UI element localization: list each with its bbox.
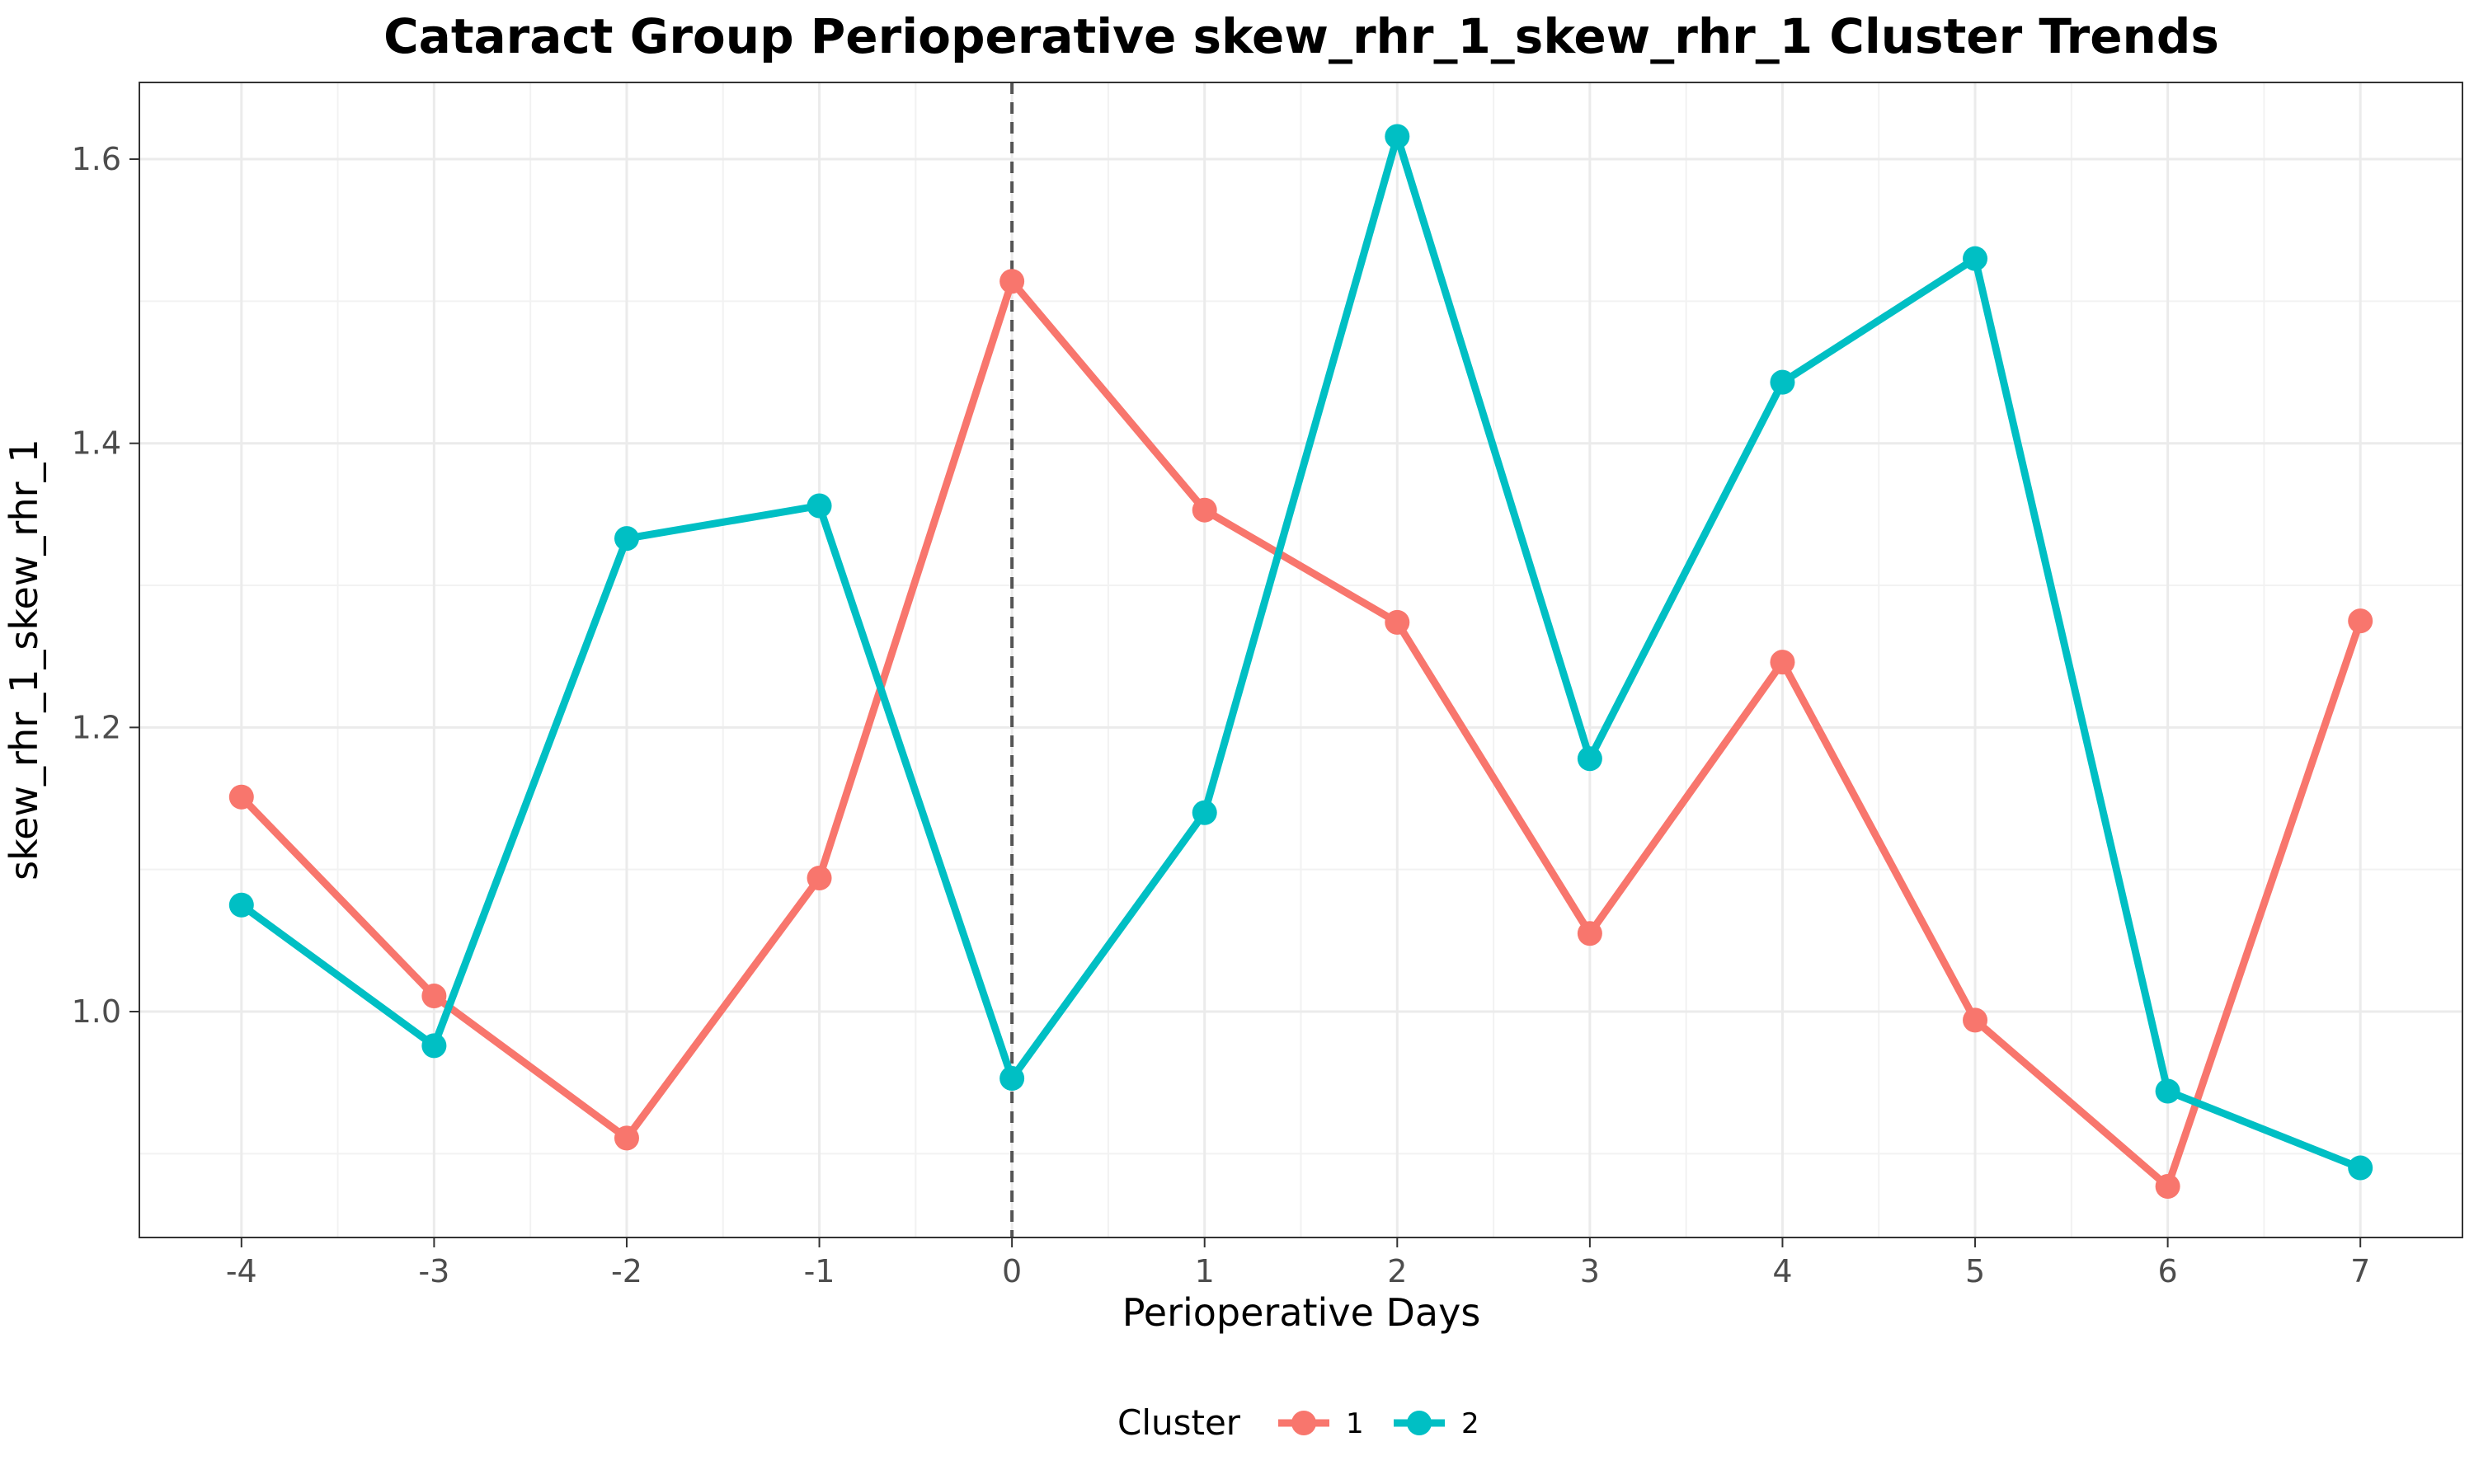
y-tick-label: 1.0 bbox=[72, 993, 121, 1030]
series-1-point bbox=[1577, 921, 1602, 946]
series-2-point bbox=[1770, 369, 1795, 395]
x-tick-label: 7 bbox=[2350, 1253, 2370, 1289]
y-axis-title: skew_rhr_1_skew_rhr_1 bbox=[2, 439, 46, 881]
series-1-line bbox=[238, 277, 2364, 1190]
x-tick-label: 0 bbox=[1002, 1253, 1022, 1289]
series-1-point bbox=[228, 784, 254, 810]
series-2-point bbox=[1963, 246, 1988, 271]
x-tick-label: 1 bbox=[1195, 1253, 1215, 1289]
series-2-point bbox=[614, 526, 639, 552]
x-tick-label: 4 bbox=[1772, 1253, 1792, 1289]
x-axis-title: Perioperative Days bbox=[1122, 1290, 1481, 1335]
x-tick-label: 6 bbox=[2158, 1253, 2178, 1289]
x-tick-label: -3 bbox=[418, 1253, 449, 1289]
series-2-point bbox=[999, 1065, 1025, 1091]
series-2-point bbox=[1577, 746, 1602, 772]
x-tick-label: 3 bbox=[1580, 1253, 1600, 1289]
series-2-point bbox=[2155, 1078, 2180, 1104]
x-tick-label: -1 bbox=[804, 1253, 835, 1289]
y-tick-label: 1.2 bbox=[72, 709, 121, 745]
plot-border bbox=[139, 82, 2463, 1238]
series-2-line bbox=[239, 133, 2362, 1172]
series-1-point bbox=[1192, 497, 1217, 523]
x-tick-label: 5 bbox=[1965, 1253, 1985, 1289]
series-1-point bbox=[614, 1125, 639, 1151]
series-1-point bbox=[999, 269, 1025, 294]
series-2-point bbox=[1385, 124, 1410, 149]
series-layer bbox=[228, 124, 2373, 1199]
x-tick-label: -2 bbox=[611, 1253, 642, 1289]
series-1-point bbox=[421, 984, 447, 1009]
y-tick-label: 1.4 bbox=[72, 425, 121, 462]
series-1-point bbox=[1770, 650, 1795, 675]
series-1-point bbox=[807, 866, 832, 891]
series-2-point bbox=[421, 1033, 447, 1059]
chart-title: Cataract Group Perioperative skew_rhr_1_… bbox=[383, 8, 2219, 64]
axis-layer: -4 -3 -2 -1 0 1 2 3 4 5 6 7 1.0 1.2 1.4 1.6 bbox=[72, 141, 2371, 1289]
series-1-point bbox=[1385, 609, 1410, 635]
legend-label-1: 1 bbox=[1346, 1407, 1364, 1440]
legend-label-2: 2 bbox=[1461, 1407, 1479, 1440]
series-2-point bbox=[228, 892, 254, 918]
legend-key-1-point bbox=[1291, 1411, 1316, 1435]
series-1-point bbox=[2155, 1173, 2180, 1199]
series-1-point bbox=[1963, 1007, 1988, 1033]
legend-title: Cluster bbox=[1117, 1402, 1241, 1443]
x-tick-label: 2 bbox=[1387, 1253, 1407, 1289]
series-2-point bbox=[807, 493, 832, 519]
x-tick-label: -4 bbox=[226, 1253, 257, 1289]
series-1-point bbox=[2348, 608, 2373, 634]
legend-key-2-point bbox=[1407, 1411, 1432, 1435]
series-2-point bbox=[2348, 1155, 2373, 1181]
y-tick-label: 1.6 bbox=[72, 141, 121, 177]
series-2-point bbox=[1192, 800, 1217, 825]
